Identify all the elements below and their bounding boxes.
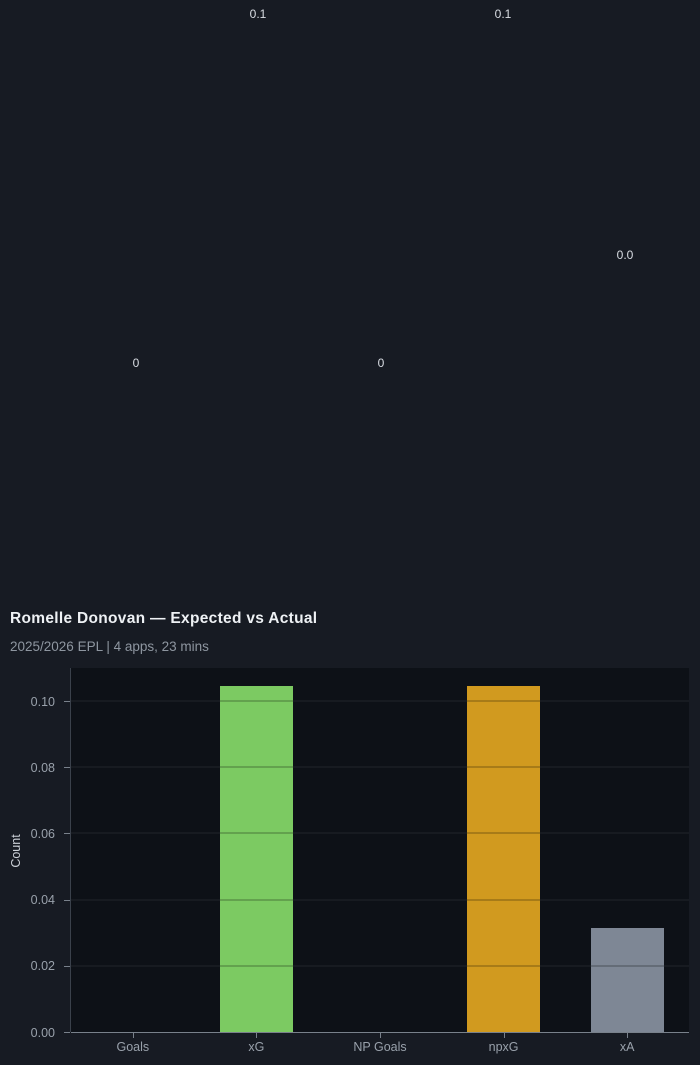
x-tick	[380, 1033, 381, 1038]
bar-value-label: 0	[132, 356, 140, 370]
x-tick	[132, 1033, 134, 1038]
bar-xg	[219, 685, 293, 1032]
bar-gridline-stripe	[219, 898, 293, 901]
x-tick-label-npxg: npxG	[488, 1040, 519, 1054]
y-tick	[64, 833, 70, 835]
bar-value-label: 0.1	[249, 7, 267, 21]
x-tick	[627, 1033, 629, 1038]
bar-value-label: 0.0	[616, 248, 634, 262]
bar-gridline-stripe	[467, 766, 541, 769]
bar-gridline-stripe	[590, 964, 664, 967]
bar-value-label: 0.1	[494, 7, 512, 21]
gridline	[71, 766, 689, 769]
y-axis-spine	[70, 668, 71, 1032]
bar-gridline-stripe	[467, 832, 541, 835]
y-tick-label: 0.04	[30, 893, 55, 908]
bar-xa	[590, 928, 664, 1032]
y-tick	[64, 701, 70, 703]
gridline	[71, 898, 689, 901]
x-tick-label-np-goals: NP Goals	[353, 1040, 407, 1054]
y-tick	[64, 767, 70, 769]
bar-npxg	[467, 685, 541, 1032]
x-tick-label-xg: xG	[248, 1040, 265, 1054]
x-tick	[503, 1033, 505, 1038]
y-tick-label: 0.00	[30, 1025, 55, 1040]
bar-gridline-stripe	[219, 766, 293, 769]
x-tick-label-goals: Goals	[116, 1040, 150, 1054]
x-tick-label-xa: xA	[619, 1040, 635, 1054]
gridline	[71, 964, 689, 967]
bar-gridline-stripe	[467, 700, 541, 703]
bar-gridline-stripe	[219, 832, 293, 835]
bar-value-label: 0	[377, 356, 385, 370]
y-tick	[64, 899, 70, 901]
x-axis-line	[71, 1032, 689, 1033]
bar-gridline-stripe	[219, 964, 293, 967]
y-tick	[64, 965, 70, 967]
bar-gridline-stripe	[219, 700, 293, 703]
y-tick-label: 0.06	[30, 826, 55, 841]
chart-subtitle: 2025/2026 EPL | 4 apps, 23 mins	[10, 639, 209, 654]
y-tick-label: 0.02	[30, 959, 55, 974]
chart-title: Romelle Donovan — Expected vs Actual	[10, 610, 318, 627]
y-tick-label: 0.08	[30, 760, 55, 775]
plot-area	[71, 668, 689, 1032]
gridline	[71, 832, 689, 835]
bar-gridline-stripe	[467, 898, 541, 901]
y-tick-label: 0.10	[30, 694, 55, 709]
bar-gridline-stripe	[467, 964, 541, 967]
x-tick	[256, 1033, 258, 1038]
y-tick	[64, 1032, 70, 1033]
gridline	[71, 700, 689, 703]
